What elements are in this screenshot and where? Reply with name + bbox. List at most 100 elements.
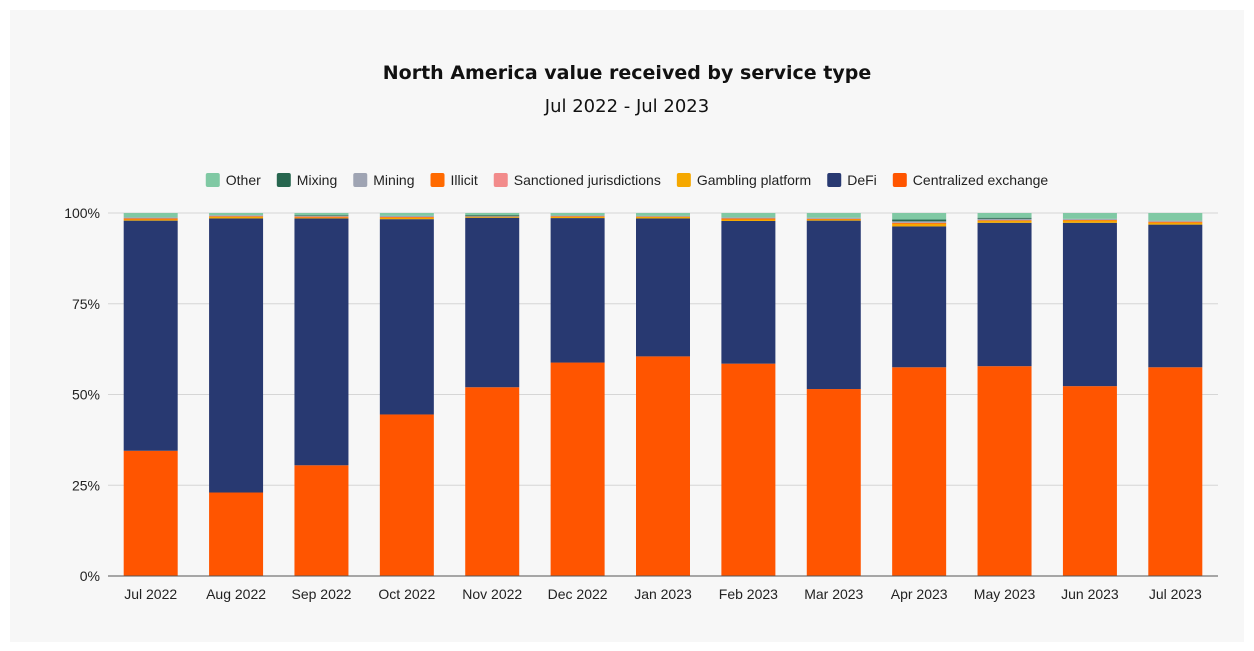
- legend-label: Centralized exchange: [913, 172, 1049, 188]
- bar-centralized-exchange: [550, 362, 605, 576]
- bar-centralized-exchange: [123, 450, 178, 576]
- chart-subtitle: Jul 2022 - Jul 2023: [544, 96, 710, 117]
- bar-defi: [636, 218, 690, 357]
- legend-item-gambling-platform: Gambling platform: [676, 172, 811, 188]
- bar-other: [636, 213, 690, 216]
- bar-centralized-exchange: [1148, 367, 1203, 576]
- bar-centralized-exchange: [1062, 386, 1117, 576]
- legend-item-other: Other: [205, 172, 261, 188]
- bar-other: [892, 213, 947, 220]
- chart-title: North America value received by service …: [382, 62, 872, 84]
- y-tick-label: 0%: [80, 568, 100, 584]
- bar-illicit: [550, 216, 605, 217]
- bar-other: [1062, 213, 1117, 219]
- x-tick-label: Jun 2023: [1061, 586, 1119, 602]
- bar-centralized-exchange: [209, 492, 264, 576]
- x-tick-label: Mar 2023: [804, 586, 863, 602]
- bar-centralized-exchange: [379, 414, 434, 576]
- bar-mining: [636, 215, 690, 217]
- y-tick-label: 50%: [72, 387, 100, 403]
- bar-illicit: [721, 218, 776, 220]
- bar-illicit: [977, 220, 1032, 221]
- bar-other: [209, 213, 264, 216]
- bar-gambling-platform: [209, 216, 264, 219]
- bar-illicit: [123, 218, 178, 220]
- bars: [123, 213, 1203, 576]
- x-tick-label: May 2023: [974, 586, 1036, 602]
- bar-defi: [892, 226, 947, 368]
- legend-swatch: [493, 173, 508, 187]
- legend-item-centralized-exchange: Centralized exchange: [892, 172, 1049, 188]
- legend-swatch: [676, 173, 691, 187]
- bar-mixing: [294, 215, 349, 216]
- bar-gambling-platform: [1062, 220, 1117, 223]
- bar-illicit: [294, 216, 349, 218]
- bar-other: [550, 213, 605, 216]
- bar-mixing: [465, 215, 520, 217]
- bar-illicit: [1062, 219, 1117, 221]
- bar-other: [465, 213, 520, 216]
- bar-gambling-platform: [465, 216, 520, 218]
- axes: 0% 25% 50% 75% 100% Jul 2022 Aug 2022 Sep 2022 O…: [64, 205, 1218, 602]
- bar-mining: [379, 215, 434, 217]
- legend-swatch: [827, 173, 842, 187]
- bar-mining: [1062, 218, 1117, 220]
- x-tick-label: Oct 2022: [378, 586, 435, 602]
- legend-item-mining: Mining: [353, 172, 415, 188]
- bar-defi: [294, 218, 349, 466]
- bar-gambling-platform: [1148, 222, 1203, 225]
- bar-mining: [1148, 220, 1203, 222]
- x-tick-label: Nov 2022: [462, 586, 522, 602]
- bar-defi: [721, 220, 776, 364]
- bar-gambling-platform: [550, 216, 605, 219]
- bar-gambling-platform: [123, 219, 178, 221]
- bar-illicit: [806, 218, 861, 220]
- x-tick-label: Jul 2023: [1149, 586, 1202, 602]
- bar-mining: [806, 217, 861, 219]
- bar-defi: [550, 218, 605, 363]
- x-tick-label: Aug 2022: [206, 586, 266, 602]
- bar-mixing: [892, 219, 947, 222]
- bar-defi: [1148, 224, 1203, 368]
- y-tick-label: 100%: [64, 205, 100, 221]
- bar-defi: [209, 218, 264, 493]
- legend-swatch: [205, 173, 220, 187]
- bar-defi: [379, 219, 434, 415]
- bar-gambling-platform: [379, 217, 434, 220]
- bar-centralized-exchange: [977, 366, 1032, 576]
- bar-mining: [123, 217, 178, 219]
- legend-label: Illicit: [451, 172, 478, 188]
- bar-defi: [977, 222, 1032, 367]
- legend-label: Other: [226, 172, 261, 188]
- bar-illicit: [1148, 221, 1203, 223]
- bar-other: [806, 213, 861, 218]
- bar-illicit: [892, 222, 947, 224]
- legend-item-defi: DeFi: [827, 172, 877, 188]
- legend-swatch: [430, 173, 445, 187]
- x-tick-label: Jul 2022: [124, 586, 177, 602]
- bar-illicit: [379, 216, 434, 218]
- bar-gambling-platform: [977, 220, 1032, 223]
- bar-centralized-exchange: [636, 356, 690, 576]
- bar-centralized-exchange: [294, 465, 349, 576]
- bar-gambling-platform: [294, 217, 349, 219]
- y-tick-label: 75%: [72, 296, 100, 312]
- legend: Other Mixing Mining Illicit Sanctioned juris…: [205, 172, 1049, 188]
- bar-centralized-exchange: [721, 363, 776, 576]
- bar-mining: [209, 215, 264, 217]
- legend-swatch: [892, 173, 907, 187]
- bar-centralized-exchange: [806, 389, 861, 576]
- bar-mining: [294, 215, 349, 217]
- legend-item-mixing: Mixing: [276, 172, 337, 188]
- bar-defi: [1062, 222, 1117, 387]
- bar-gambling-platform: [636, 216, 690, 219]
- bar-centralized-exchange: [465, 387, 520, 576]
- legend-swatch: [353, 173, 368, 187]
- x-tick-label: Feb 2023: [719, 586, 778, 602]
- bar-gambling-platform: [892, 223, 947, 227]
- bar-gambling-platform: [721, 219, 776, 221]
- legend-item-illicit: Illicit: [430, 172, 478, 188]
- bar-defi: [465, 217, 520, 388]
- bar-other: [379, 213, 434, 216]
